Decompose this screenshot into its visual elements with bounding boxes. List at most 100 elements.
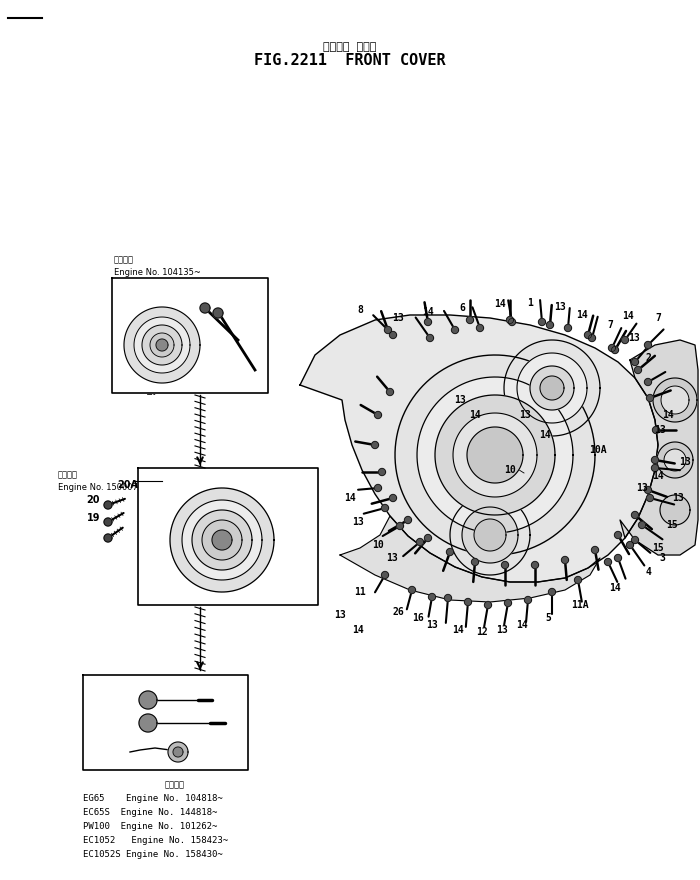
Polygon shape (104, 518, 112, 526)
Polygon shape (508, 319, 515, 326)
Polygon shape (124, 307, 200, 383)
Polygon shape (409, 586, 416, 593)
Text: 13: 13 (496, 625, 508, 635)
Polygon shape (652, 457, 659, 464)
Text: 20A: 20A (117, 480, 138, 490)
Text: 14: 14 (539, 430, 551, 440)
Text: 13: 13 (679, 457, 691, 467)
Polygon shape (517, 353, 587, 423)
Polygon shape (173, 747, 183, 757)
Text: 12: 12 (476, 627, 488, 637)
Text: 16: 16 (412, 613, 424, 623)
Polygon shape (104, 534, 112, 542)
Text: 14: 14 (344, 493, 356, 503)
Text: FIG.2211  FRONT COVER: FIG.2211 FRONT COVER (254, 53, 446, 68)
Polygon shape (652, 427, 659, 434)
Text: 26: 26 (392, 607, 404, 617)
Text: 5: 5 (545, 613, 551, 623)
Text: 17: 17 (146, 387, 160, 397)
Text: 14: 14 (609, 583, 621, 593)
Polygon shape (142, 325, 182, 365)
Text: 13: 13 (454, 395, 466, 405)
Text: EC1052   Engine No. 158423~: EC1052 Engine No. 158423~ (83, 835, 228, 845)
Text: 22: 22 (245, 590, 259, 600)
Polygon shape (382, 571, 388, 578)
Polygon shape (447, 548, 454, 555)
Text: 10: 10 (504, 465, 516, 475)
Polygon shape (584, 332, 592, 339)
Text: 17: 17 (153, 505, 167, 515)
Text: 適用号番: 適用号番 (165, 781, 185, 789)
Polygon shape (538, 319, 545, 326)
Polygon shape (561, 556, 568, 563)
Polygon shape (608, 344, 615, 351)
Text: 14: 14 (469, 410, 481, 420)
Polygon shape (213, 308, 223, 318)
Polygon shape (192, 510, 252, 570)
Polygon shape (416, 539, 424, 546)
Polygon shape (168, 742, 188, 762)
Polygon shape (540, 376, 564, 400)
Text: 4: 4 (645, 567, 651, 577)
Polygon shape (395, 355, 595, 555)
Text: 11A: 11A (571, 600, 589, 610)
Text: 23: 23 (218, 367, 232, 377)
Text: 2: 2 (645, 353, 651, 363)
Polygon shape (340, 516, 600, 602)
Polygon shape (564, 325, 571, 332)
Text: 6: 6 (459, 303, 465, 313)
Text: 18: 18 (251, 485, 265, 495)
Polygon shape (645, 487, 652, 494)
Text: 14: 14 (662, 410, 674, 420)
Polygon shape (638, 522, 645, 529)
Polygon shape (622, 336, 629, 343)
Polygon shape (300, 315, 658, 582)
Polygon shape (139, 691, 157, 709)
Polygon shape (589, 334, 596, 341)
Polygon shape (182, 500, 262, 580)
Text: 1: 1 (527, 298, 533, 308)
Polygon shape (647, 394, 654, 401)
Polygon shape (139, 714, 157, 732)
Text: 14: 14 (452, 625, 464, 635)
Text: 13: 13 (554, 302, 566, 312)
Polygon shape (645, 341, 652, 348)
Text: 19: 19 (87, 513, 100, 523)
Polygon shape (462, 507, 518, 563)
Polygon shape (156, 339, 168, 351)
Polygon shape (389, 495, 396, 502)
Text: 14: 14 (422, 307, 434, 317)
Polygon shape (450, 495, 530, 575)
Text: 13: 13 (352, 517, 364, 527)
Text: 24: 24 (279, 493, 292, 503)
Polygon shape (424, 319, 431, 326)
Polygon shape (444, 595, 452, 602)
Text: 11: 11 (354, 587, 366, 597)
Polygon shape (657, 442, 693, 478)
Polygon shape (386, 388, 393, 395)
Text: 25: 25 (102, 747, 116, 757)
Polygon shape (134, 317, 190, 373)
Text: 14: 14 (576, 310, 588, 320)
Polygon shape (620, 340, 698, 555)
Text: PW100  Engine No. 101262~: PW100 Engine No. 101262~ (83, 822, 218, 831)
Text: 7: 7 (607, 320, 613, 330)
Text: 適用号番: 適用号番 (114, 255, 134, 265)
Text: 14: 14 (622, 311, 634, 321)
Polygon shape (382, 504, 388, 511)
Polygon shape (426, 334, 433, 341)
Polygon shape (631, 358, 638, 365)
Text: 13: 13 (654, 425, 666, 435)
Text: 8: 8 (357, 305, 363, 315)
Polygon shape (424, 534, 431, 541)
Text: 20: 20 (87, 495, 100, 505)
Polygon shape (652, 465, 659, 472)
Polygon shape (374, 485, 382, 492)
Polygon shape (477, 325, 484, 332)
Text: 21: 21 (102, 695, 116, 705)
Polygon shape (484, 602, 491, 608)
Polygon shape (465, 598, 472, 605)
Polygon shape (660, 495, 690, 525)
Polygon shape (531, 561, 538, 568)
Polygon shape (504, 340, 600, 436)
